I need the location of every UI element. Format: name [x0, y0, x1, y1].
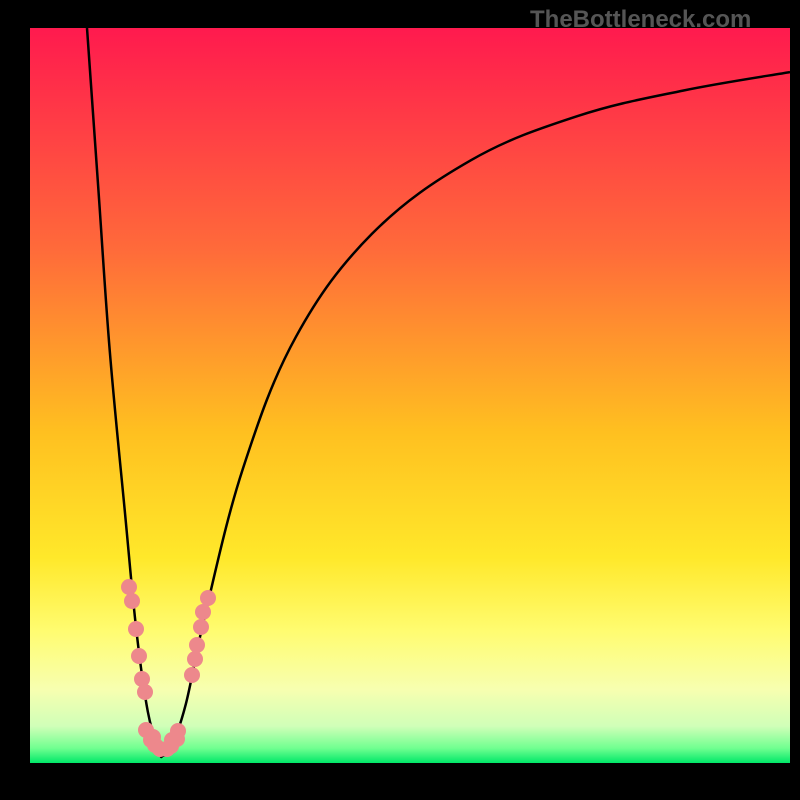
data-marker [128, 621, 144, 637]
markers-layer [30, 28, 790, 763]
data-marker [189, 637, 205, 653]
data-marker [124, 593, 140, 609]
data-marker [137, 684, 153, 700]
plot-area [30, 28, 790, 763]
data-marker [131, 648, 147, 664]
data-marker [200, 590, 216, 606]
data-marker [170, 723, 186, 739]
data-marker [195, 604, 211, 620]
data-marker [184, 667, 200, 683]
data-marker [121, 579, 137, 595]
data-marker [193, 619, 209, 635]
